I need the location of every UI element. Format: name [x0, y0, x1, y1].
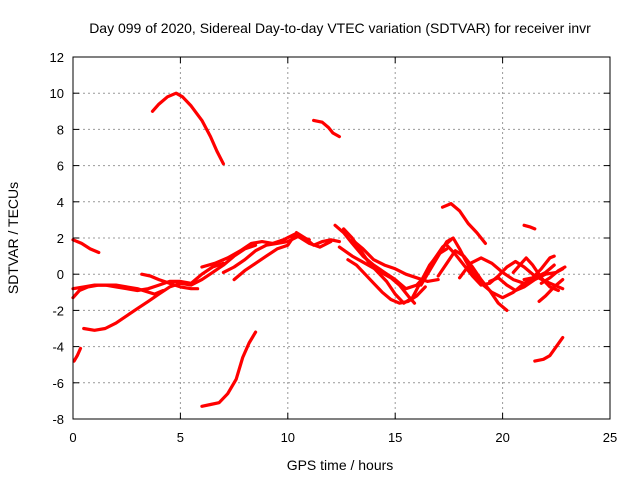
y-tick-label: 6 [57, 159, 64, 174]
series-arc-25 [522, 254, 556, 282]
grid [73, 57, 610, 419]
y-tick-label: 10 [50, 86, 64, 101]
y-tick-label: 8 [57, 122, 64, 137]
x-tick-label: 5 [177, 430, 184, 445]
series-arc-14 [342, 227, 449, 305]
chart-title: Day 099 of 2020, Sidereal Day-to-day VTE… [89, 20, 591, 36]
x-axis-label: GPS time / hours [287, 457, 394, 473]
series-arc-22 [458, 256, 526, 285]
x-tick-label: 25 [603, 430, 617, 445]
series-arc-6 [150, 91, 225, 166]
series-arc-27 [539, 265, 567, 285]
y-tick-label: 12 [50, 50, 64, 65]
series-arc-8 [200, 330, 258, 408]
series-arc-16 [337, 245, 417, 305]
series-arc-12 [312, 118, 341, 139]
series-arc-5 [71, 261, 225, 293]
y-tick-label: -6 [52, 376, 64, 391]
y-tick-label: 2 [57, 231, 64, 246]
x-tick-label: 20 [495, 430, 509, 445]
series-arc-2 [71, 238, 101, 255]
series-arc-7 [140, 272, 200, 291]
series-arc-9 [200, 232, 333, 269]
x-tick-label: 0 [69, 430, 76, 445]
y-tick-label: 4 [57, 195, 64, 210]
y-tick-label: -8 [52, 412, 64, 427]
series-arc-24 [511, 256, 560, 293]
x-tick-label: 10 [281, 430, 295, 445]
series-arc-1 [72, 346, 83, 363]
series-arc-26 [537, 278, 565, 303]
series-arc-29 [533, 336, 565, 363]
series-arc-11 [221, 234, 311, 274]
series-arc-23 [488, 267, 565, 293]
y-tick-label: 0 [57, 267, 64, 282]
series-arc-28 [522, 223, 537, 231]
series-arc-18 [419, 236, 556, 300]
series-arc-21 [440, 202, 487, 245]
y-tick-label: -2 [52, 303, 64, 318]
series-arc-4 [82, 243, 258, 332]
series-arc-19 [436, 249, 509, 312]
axis-ticks: 0 5 10 15 20 25 -8 -6 -4 -2 0 2 4 6 8 10 12 [50, 50, 618, 445]
x-tick-label: 15 [388, 430, 402, 445]
y-tick-label: -4 [52, 340, 64, 355]
series-group [71, 91, 567, 408]
y-axis-label: SDTVAR / TECUs [5, 182, 21, 294]
